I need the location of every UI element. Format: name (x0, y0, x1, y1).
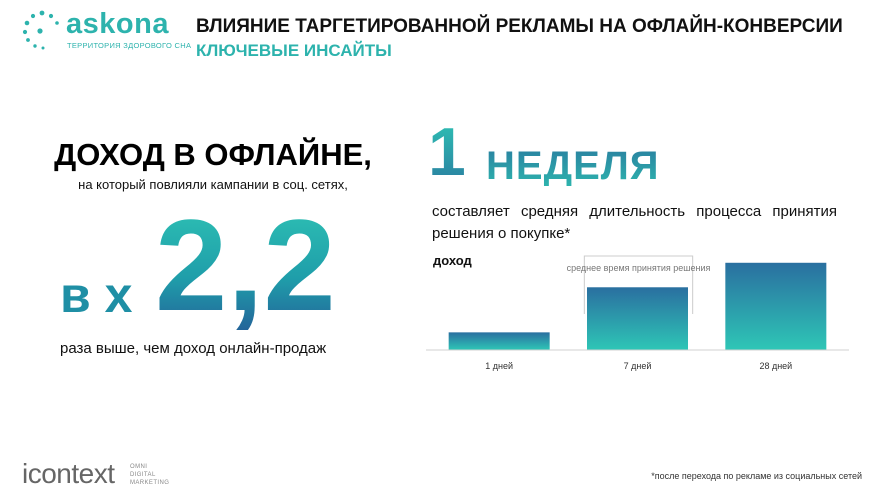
page-subtitle: КЛЮЧЕВЫЕ ИНСАЙТЫ (196, 41, 392, 60)
decision-time-description: составляет средняя длительность процесса… (432, 203, 837, 242)
chart-ylabel: доход (433, 253, 473, 268)
bar-1 (448, 332, 550, 350)
x-tick-label: 1 дней (485, 361, 513, 371)
logo-dots-icon (22, 10, 59, 50)
logo-text: askona (66, 8, 169, 40)
askona-logo: askona ТЕРРИТОРИЯ ЗДОРОВОГО СНА (20, 8, 192, 52)
bars-group (448, 262, 827, 350)
footnote: *после перехода по рекламе из социальных… (651, 471, 862, 481)
logo-tagline: ТЕРРИТОРИЯ ЗДОРОВОГО СНА (67, 41, 192, 50)
brand-name: icontext (22, 458, 115, 489)
offline-revenue-heading: ДОХОД В ОФЛАЙНЕ, (54, 137, 372, 172)
bar-2 (587, 287, 688, 350)
annotation-label: среднее время принятия решения (567, 263, 711, 273)
annotation-bracket (583, 255, 694, 314)
revenue-bar-chart: доход среднее время принятия решения 1 д… (426, 253, 849, 371)
multiplier-value: 2,2 (155, 192, 336, 338)
x-tick-label: 28 дней (759, 361, 792, 371)
x-tick-label: 7 дней (624, 361, 652, 371)
decision-time-number: 1 (428, 114, 466, 190)
brand-tag-line2: DIGITAL (130, 472, 156, 478)
brand-tag-line3: MARKETING (130, 480, 170, 486)
annotation-group: среднее время принятия решения (567, 255, 711, 314)
multiplier-prefix: в х (60, 267, 133, 323)
brand-tag-line1: OMNI (130, 464, 148, 470)
decision-time-unit: НЕДЕЛЯ (486, 144, 660, 188)
brand-tagline: OMNI DIGITAL MARKETING (130, 463, 169, 487)
offline-revenue-subheading: на который повлияли кампании в соц. сетя… (78, 177, 348, 192)
page-title: ВЛИЯНИЕ ТАРГЕТИРОВАННОЙ РЕКЛАМЫ НА ОФЛАЙ… (196, 16, 843, 37)
multiplier-caption: раза выше, чем доход онлайн-продаж (60, 340, 327, 357)
x-ticks-group: 1 дней 7 дней 28 дней (485, 361, 792, 371)
bar-3 (725, 262, 827, 350)
